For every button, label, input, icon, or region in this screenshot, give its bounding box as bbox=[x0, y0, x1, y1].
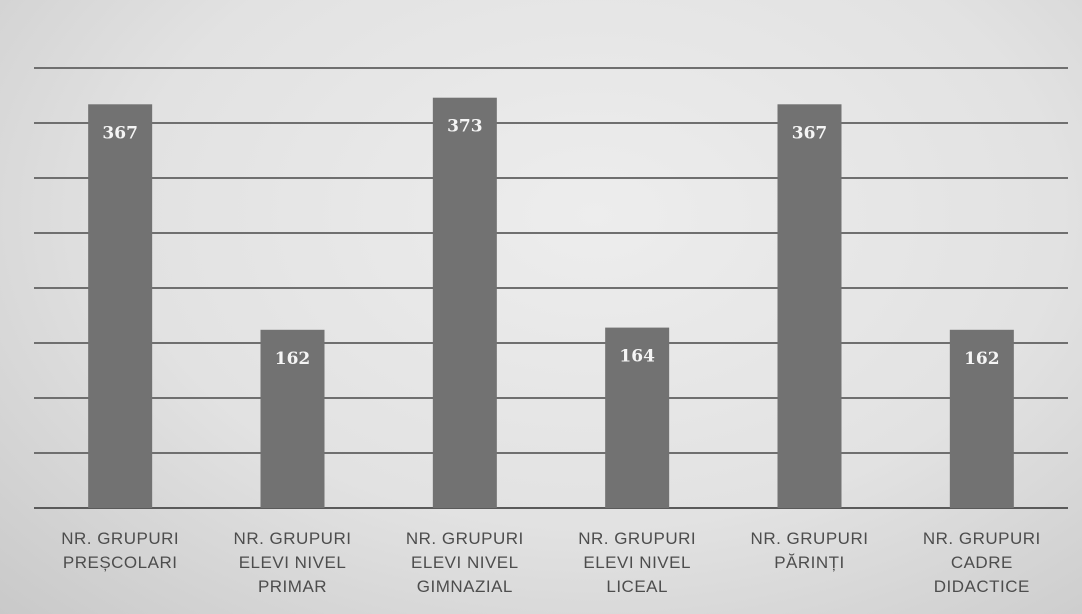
bar-value-labels: 367 162 373 164 367 162 bbox=[102, 117, 999, 369]
category-label: NR. GRUPURI bbox=[234, 529, 352, 548]
category-label: GIMNAZIAL bbox=[417, 577, 513, 596]
bar-value-label: 367 bbox=[792, 123, 828, 143]
category-label: PRIMAR bbox=[258, 577, 327, 596]
category-label: PĂRINȚI bbox=[774, 553, 845, 572]
bar bbox=[88, 104, 153, 509]
category-label: DIDACTICE bbox=[934, 577, 1030, 596]
category-label: NR. GRUPURI bbox=[406, 529, 524, 548]
category-label: PREȘCOLARI bbox=[63, 553, 178, 572]
category-label: NR. GRUPURI bbox=[923, 529, 1041, 548]
bar bbox=[777, 104, 842, 509]
category-label: ELEVI NIVEL bbox=[583, 553, 691, 572]
bar bbox=[605, 327, 670, 508]
bar-value-label: 162 bbox=[964, 349, 1000, 369]
category-label: NR. GRUPURI bbox=[578, 529, 696, 548]
bar-value-label: 162 bbox=[275, 349, 311, 369]
category-label: LICEAL bbox=[606, 577, 668, 596]
bar-value-label: 164 bbox=[619, 347, 655, 367]
bars bbox=[88, 97, 1014, 509]
category-labels: NR. GRUPURI PREȘCOLARI NR. GRUPURI ELEVI NI… bbox=[61, 529, 1041, 596]
gridlines bbox=[34, 67, 1068, 509]
bar-value-label: 367 bbox=[102, 123, 138, 143]
category-label: CADRE bbox=[951, 553, 1013, 572]
bar-value-label: 373 bbox=[447, 117, 483, 137]
category-label: NR. GRUPURI bbox=[61, 529, 179, 548]
category-label: ELEVI NIVEL bbox=[411, 553, 519, 572]
bar bbox=[260, 329, 325, 508]
category-label: ELEVI NIVEL bbox=[239, 553, 347, 572]
bar bbox=[949, 329, 1014, 508]
bar bbox=[432, 97, 497, 508]
category-label: NR. GRUPURI bbox=[751, 529, 869, 548]
